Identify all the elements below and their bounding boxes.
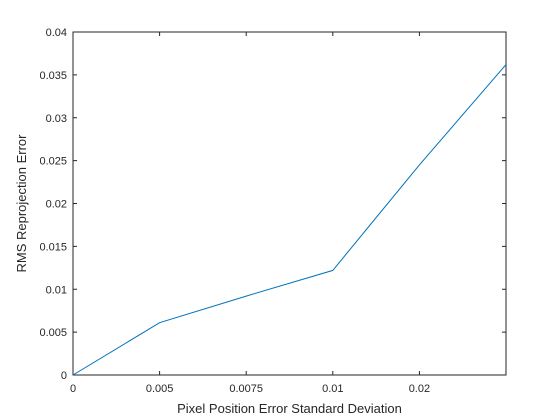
x-tick-label: 0.01 xyxy=(322,383,343,395)
y-tick-label: 0.005 xyxy=(39,327,67,339)
y-tick-label: 0.015 xyxy=(39,241,67,253)
x-axis-ticks: 0 0.005 0.0075 0.01 0.02 xyxy=(70,32,430,395)
y-axis-ticks: 0 0.005 0.01 0.015 0.02 0.025 0.03 0.035 0.04 xyxy=(39,27,506,382)
y-tick-label: 0.01 xyxy=(46,284,67,296)
x-axis-label: Pixel Position Error Standard Deviation xyxy=(177,401,402,416)
y-tick-label: 0.035 xyxy=(39,70,67,82)
y-tick-label: 0.03 xyxy=(46,113,67,125)
y-tick-label: 0.025 xyxy=(39,156,67,168)
y-axis-label: RMS Reprojection Error xyxy=(14,134,29,273)
x-tick-label: 0.0075 xyxy=(229,383,263,395)
plot-area xyxy=(72,31,507,376)
x-tick-label: 0.02 xyxy=(409,383,430,395)
y-tick-label: 0.02 xyxy=(46,199,67,211)
y-tick-label: 0 xyxy=(61,370,67,382)
x-tick-label: 0 xyxy=(70,383,76,395)
x-tick-label: 0.005 xyxy=(146,383,174,395)
y-tick-label: 0.04 xyxy=(46,27,67,39)
series-line xyxy=(72,64,507,376)
